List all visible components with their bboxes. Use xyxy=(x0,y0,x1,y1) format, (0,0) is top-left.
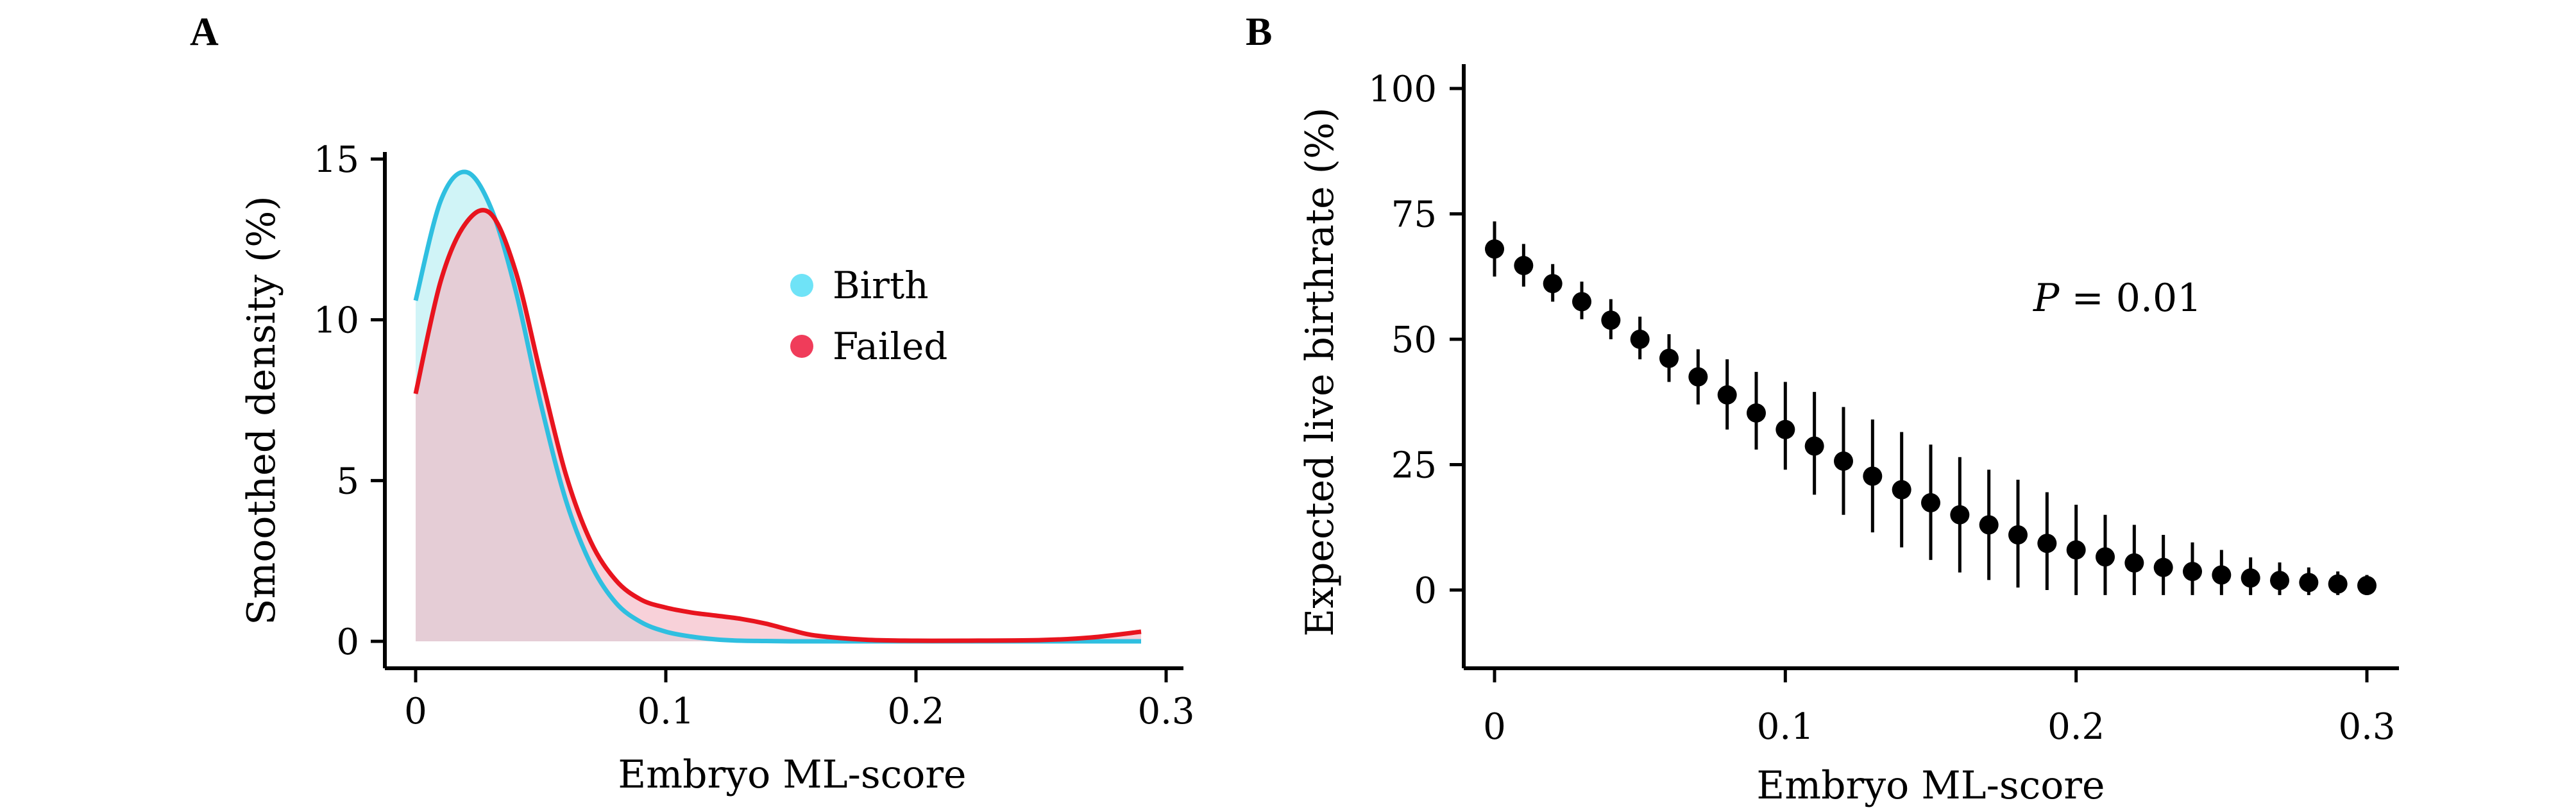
data-point xyxy=(1659,348,1679,368)
panel-b-x-tick-label: 0 xyxy=(1483,706,1506,748)
panel-b-points xyxy=(1485,239,2377,595)
panel-a-y-tick-label: 10 xyxy=(314,300,359,342)
panel-a-lines xyxy=(413,169,1142,644)
panel-b-y-tick-label: 75 xyxy=(1391,194,1437,236)
data-point xyxy=(1892,480,1911,500)
density-area-failed xyxy=(416,210,1141,641)
panel-b-y-ticks: 0 25 50 75 100 xyxy=(1368,69,1464,612)
data-point xyxy=(2008,525,2028,544)
panel-a-y-tick-label: 5 xyxy=(336,460,359,502)
data-point xyxy=(2241,568,2260,588)
panel-b-x-tick-label: 0.2 xyxy=(2047,706,2105,748)
panel-a-x-tick-label: 0.2 xyxy=(887,691,944,732)
panel-b-y-axis-title: Expected live birthrate (%) xyxy=(1298,107,1343,636)
panel-b-error-bars xyxy=(1493,221,2369,595)
legend-marker-failed xyxy=(790,335,813,358)
data-point xyxy=(2153,557,2173,577)
panel-a-legend: Birth Failed xyxy=(790,264,947,368)
panel-a-y-ticks: 0 5 10 15 xyxy=(314,139,385,663)
data-point xyxy=(2124,553,2144,573)
data-point xyxy=(1688,367,1708,387)
data-point xyxy=(1863,466,1883,486)
data-point xyxy=(1717,385,1737,405)
panel-a-x-tick-label: 0.1 xyxy=(637,691,694,732)
data-point xyxy=(1572,292,1591,312)
panel-b-y-tick-label: 50 xyxy=(1391,319,1437,361)
data-point xyxy=(2096,547,2115,567)
panel-a-letter: A xyxy=(190,10,219,54)
data-point xyxy=(1543,274,1563,294)
density-line-failed xyxy=(413,208,1142,643)
p-value-symbol: P xyxy=(2033,276,2060,321)
panel-a-y-axis-title: Smoothed density (%) xyxy=(239,196,284,625)
data-point xyxy=(2212,565,2232,585)
data-point xyxy=(2299,573,2319,593)
data-point xyxy=(1747,403,1766,423)
legend-marker-birth xyxy=(790,274,813,297)
data-point xyxy=(1979,515,1999,535)
panel-b-x-tick-label: 0.3 xyxy=(2338,706,2395,748)
panel-a-y-tick-label: 0 xyxy=(336,621,359,663)
data-point xyxy=(2183,562,2202,582)
panel-a-x-tick-label: 0.3 xyxy=(1137,691,1194,732)
data-point xyxy=(2328,574,2348,594)
panel-a-areas xyxy=(416,171,1141,642)
legend-label-failed: Failed xyxy=(833,325,947,368)
panel-a-x-axis-title: Embryo ML-score xyxy=(618,752,966,797)
data-point xyxy=(1485,239,1504,259)
data-point xyxy=(1601,310,1621,330)
p-value-text: = 0.01 xyxy=(2059,276,2201,321)
panel-b-y-tick-label: 25 xyxy=(1391,445,1437,487)
data-point xyxy=(1514,256,1534,276)
data-point xyxy=(2066,540,2086,560)
panel-a-x-tick-label: 0 xyxy=(404,691,427,732)
panel-b-y-tick-label: 100 xyxy=(1368,69,1437,110)
p-value-annotation: P = 0.01 xyxy=(2033,276,2201,321)
data-point xyxy=(2037,534,2057,553)
panel-b-y-tick-label: 0 xyxy=(1414,570,1437,612)
panel-b-letter: B xyxy=(1246,10,1272,54)
data-point xyxy=(1804,436,1824,456)
panel-a: A 0 0.1 0.2 0.3 0 5 10 15 Embryo ML-score Smoo… xyxy=(190,10,1195,797)
data-point xyxy=(1834,451,1853,471)
panel-b-x-tick-label: 0.1 xyxy=(1757,706,1814,748)
data-point xyxy=(1921,493,1940,512)
panel-a-y-tick-label: 15 xyxy=(314,139,359,181)
panel-a-x-ticks: 0 0.1 0.2 0.3 xyxy=(404,668,1195,732)
data-point xyxy=(1630,330,1650,349)
data-point xyxy=(1950,505,1970,525)
legend-label-birth: Birth xyxy=(833,264,929,307)
panel-b-x-axis-title: Embryo ML-score xyxy=(1756,763,2105,808)
panel-b-x-ticks: 0 0.1 0.2 0.3 xyxy=(1483,668,2396,748)
data-point xyxy=(1775,419,1795,439)
data-point xyxy=(2270,571,2289,591)
data-point xyxy=(2357,575,2377,595)
